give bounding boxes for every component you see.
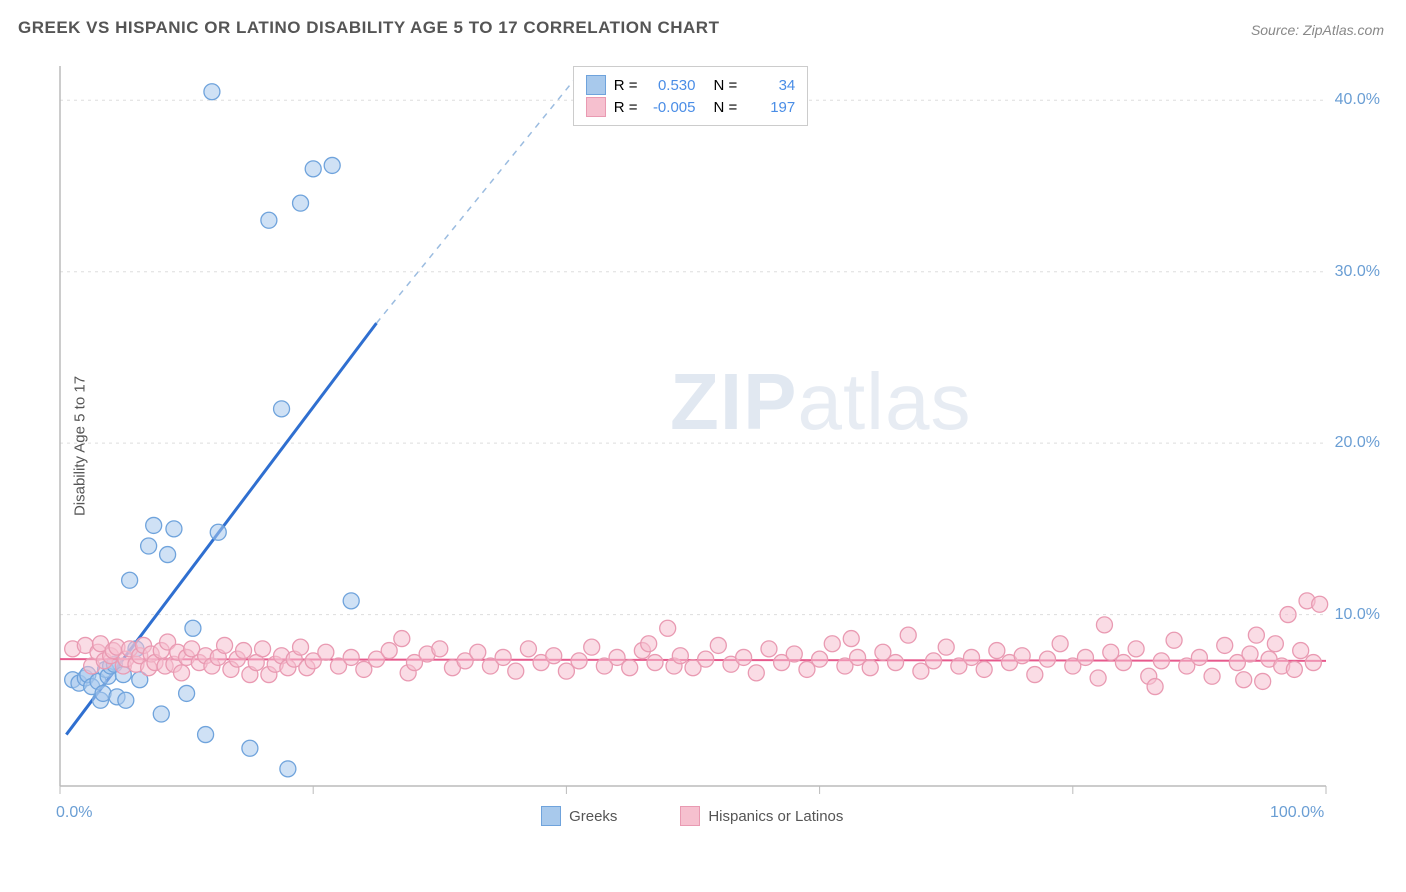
source-attribution: Source: ZipAtlas.com xyxy=(1251,22,1384,38)
watermark: ZIPatlas xyxy=(670,356,971,448)
series-legend-greeks: Greeks xyxy=(541,806,617,826)
legend-n-label: N = xyxy=(713,99,737,116)
series-legend-hispanics: Hispanics or Latinos xyxy=(680,806,843,826)
legend-r-label: R = xyxy=(614,77,638,94)
plot-area: ZIPatlas R = 0.530 N = 34 R = -0.005 N = 197 Gr… xyxy=(50,56,1386,826)
y-tick-label: 20.0% xyxy=(1335,434,1380,452)
y-tick-label: 30.0% xyxy=(1335,263,1380,281)
y-tick-label: 40.0% xyxy=(1335,91,1380,109)
legend-series-label: Hispanics or Latinos xyxy=(708,808,843,825)
legend-r-value: -0.005 xyxy=(645,99,695,116)
legend-swatch xyxy=(586,75,606,95)
stats-legend-row: R = -0.005 N = 197 xyxy=(586,97,796,117)
legend-r-value: 0.530 xyxy=(645,77,695,94)
legend-series-label: Greeks xyxy=(569,808,617,825)
legend-swatch xyxy=(680,806,700,826)
chart-title: GREEK VS HISPANIC OR LATINO DISABILITY A… xyxy=(18,18,719,38)
legend-swatch xyxy=(586,97,606,117)
legend-n-value: 34 xyxy=(745,77,795,94)
x-tick-label: 0.0% xyxy=(56,804,92,822)
stats-legend-row: R = 0.530 N = 34 xyxy=(586,75,796,95)
y-tick-label: 10.0% xyxy=(1335,606,1380,624)
legend-n-value: 197 xyxy=(745,99,795,116)
legend-swatch xyxy=(541,806,561,826)
legend-r-label: R = xyxy=(614,99,638,116)
legend-n-label: N = xyxy=(713,77,737,94)
stats-legend: R = 0.530 N = 34 R = -0.005 N = 197 xyxy=(573,66,809,126)
x-tick-label: 100.0% xyxy=(1270,804,1324,822)
